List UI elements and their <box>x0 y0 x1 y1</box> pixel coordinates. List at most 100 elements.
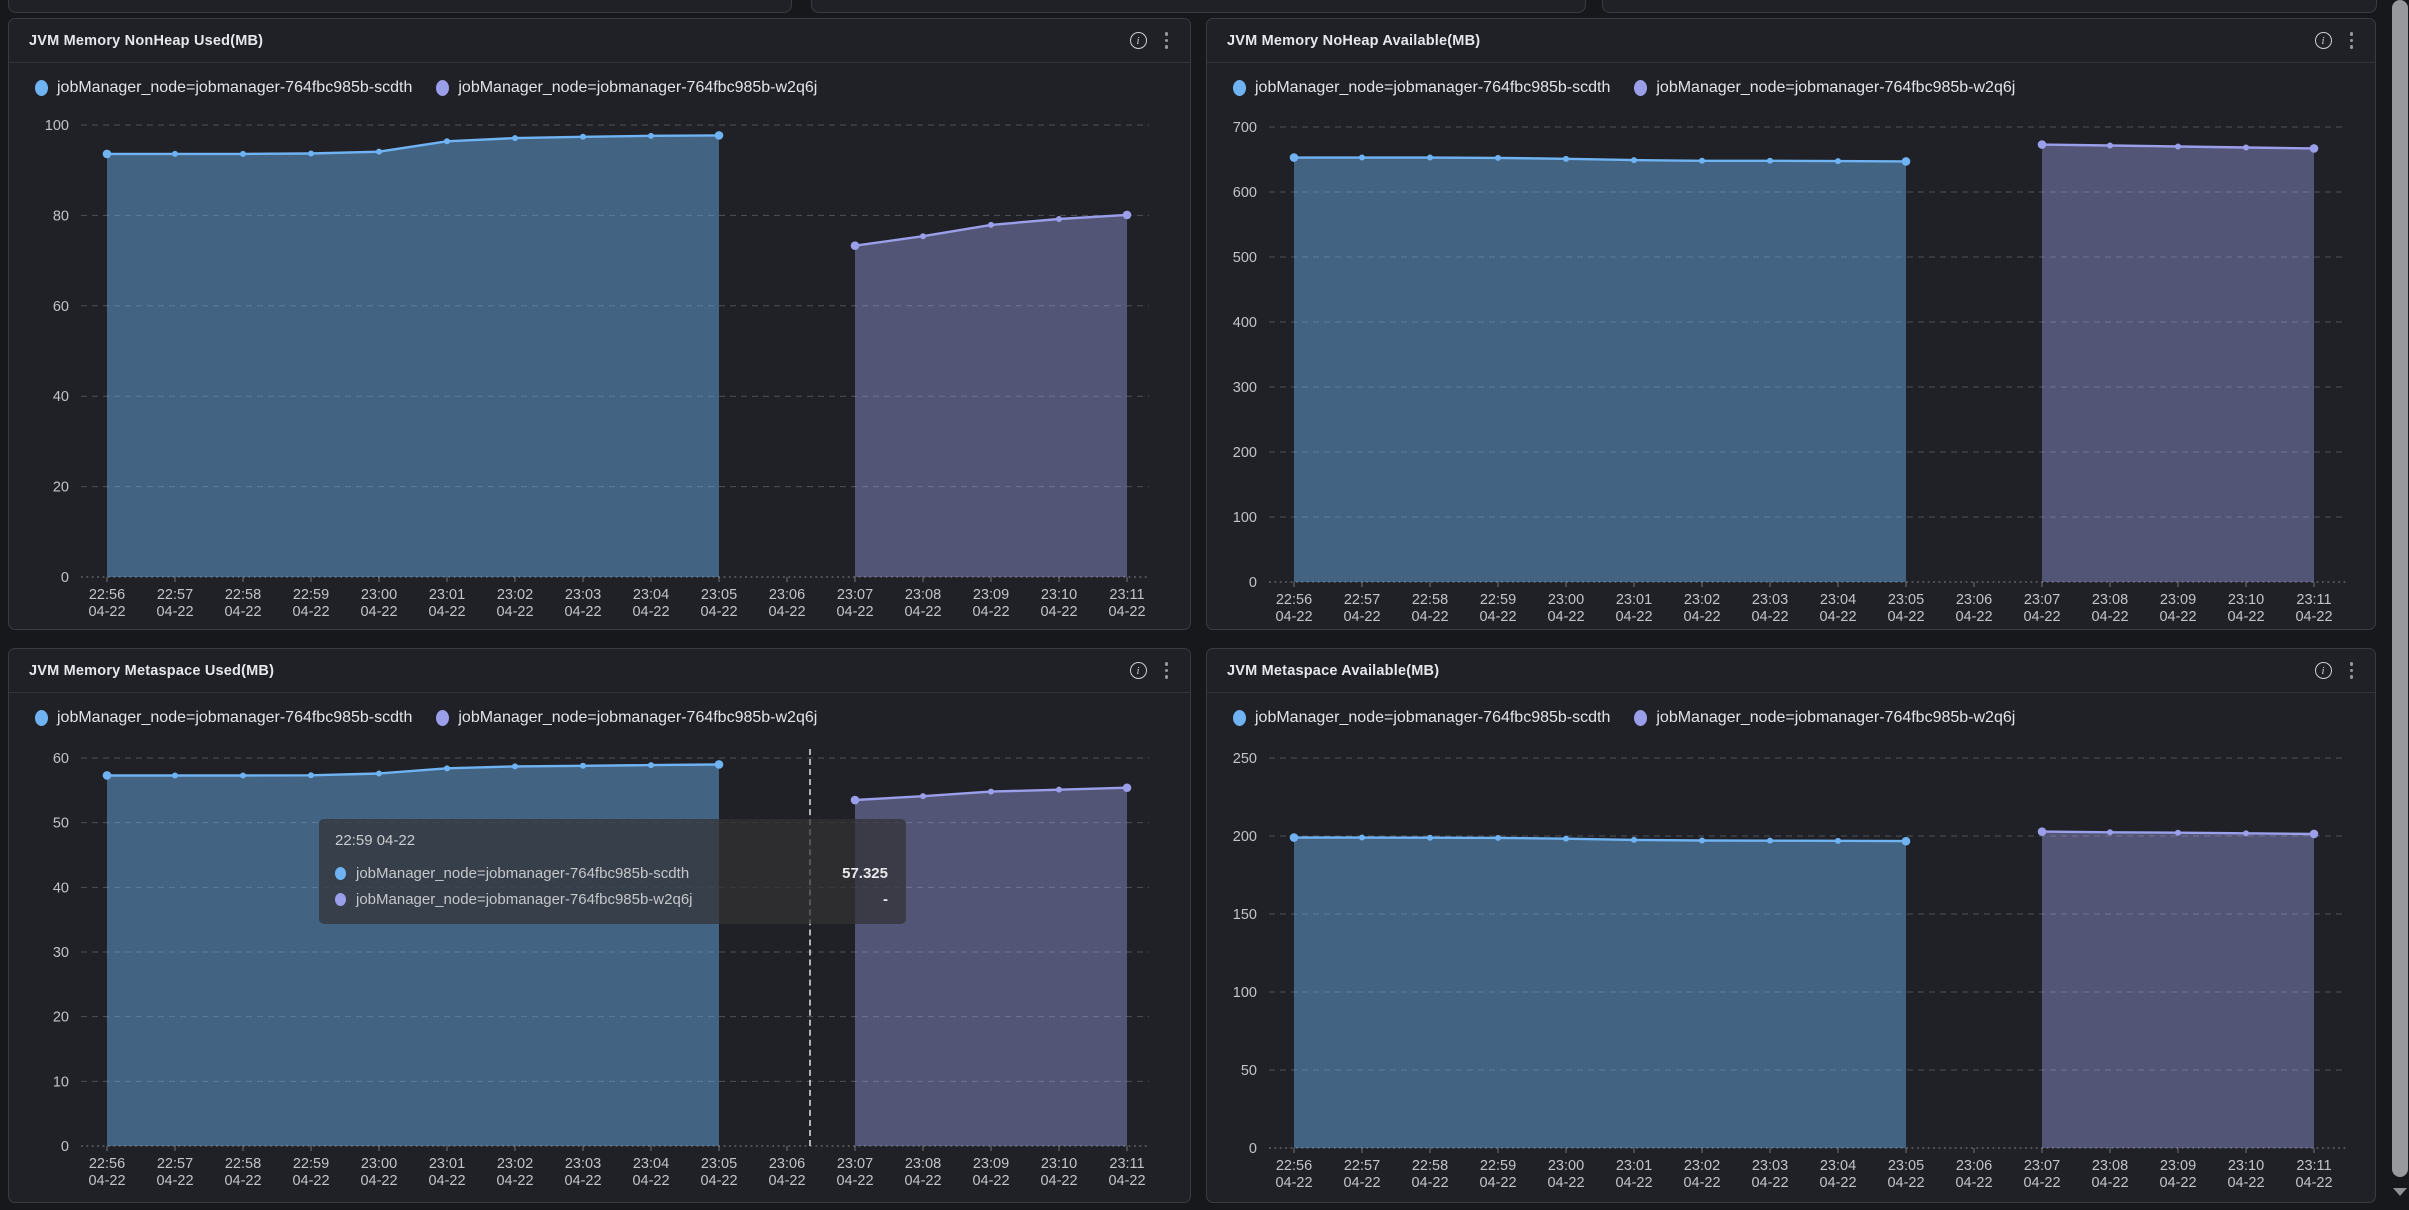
svg-text:23:07: 23:07 <box>2024 1158 2060 1174</box>
svg-text:40: 40 <box>53 880 69 896</box>
legend-item[interactable]: jobManager_node=jobmanager-764fbc985b-sc… <box>1233 709 1610 727</box>
svg-text:22:59: 22:59 <box>1480 592 1516 608</box>
svg-text:04-22: 04-22 <box>1683 609 1720 625</box>
svg-text:250: 250 <box>1233 751 1257 767</box>
svg-text:300: 300 <box>1233 380 1257 396</box>
svg-text:04-22: 04-22 <box>1479 609 1516 625</box>
svg-text:23:06: 23:06 <box>1956 1158 1992 1174</box>
panel-header: JVM Metaspace Available(MB) i <box>1207 649 2375 693</box>
svg-text:04-22: 04-22 <box>1547 1175 1584 1191</box>
svg-text:200: 200 <box>1233 445 1257 461</box>
panel-menu-icon[interactable] <box>2348 30 2356 51</box>
svg-text:23:00: 23:00 <box>361 1156 397 1172</box>
legend-label: jobManager_node=jobmanager-764fbc985b-w2… <box>458 709 818 726</box>
legend-item[interactable]: jobManager_node=jobmanager-764fbc985b-w2… <box>436 79 817 97</box>
svg-text:04-22: 04-22 <box>2023 1175 2060 1191</box>
panel-jvm-memory-nonheap-used: 0 20 40 60 80 100 22:56 04-22 22:57 04-22 22:58 04-… <box>8 18 1191 630</box>
legend-label: jobManager_node=jobmanager-764fbc985b-w2… <box>1656 709 2016 726</box>
panel-menu-icon[interactable] <box>1163 660 1171 681</box>
chart-metaspace-available[interactable]: 05010015020025022:5604-2222:5704-2222:58… <box>1207 649 2376 1203</box>
svg-text:04-22: 04-22 <box>224 1173 261 1189</box>
svg-text:23:01: 23:01 <box>1616 1158 1652 1174</box>
svg-text:0: 0 <box>1249 575 1257 591</box>
svg-text:23:01: 23:01 <box>429 1156 465 1172</box>
svg-text:20: 20 <box>53 1010 69 1026</box>
legend-swatch-icon <box>1634 80 1648 96</box>
svg-text:04-22: 04-22 <box>2227 1175 2264 1191</box>
svg-text:23:10: 23:10 <box>2228 592 2264 608</box>
panel-stub-right <box>1602 0 2377 13</box>
scroll-down-arrow-icon[interactable] <box>2393 1188 2407 1196</box>
panel-header-icons: i <box>1129 30 1171 51</box>
chart-metaspace-used[interactable]: 010203040506022:5604-2222:5704-2222:5804… <box>9 649 1191 1203</box>
svg-text:04-22: 04-22 <box>1819 609 1856 625</box>
info-icon[interactable]: i <box>2314 32 2332 49</box>
svg-text:04-22: 04-22 <box>904 1173 941 1189</box>
svg-text:04-22: 04-22 <box>564 1173 601 1189</box>
svg-text:23:03: 23:03 <box>565 587 601 603</box>
legend-item[interactable]: jobManager_node=jobmanager-764fbc985b-w2… <box>436 709 817 727</box>
svg-text:04-22: 04-22 <box>1547 609 1584 625</box>
svg-text:04-22: 04-22 <box>2091 1175 2128 1191</box>
svg-text:04-22: 04-22 <box>972 604 1009 620</box>
svg-text:04-22: 04-22 <box>360 1173 397 1189</box>
legend-item[interactable]: jobManager_node=jobmanager-764fbc985b-sc… <box>35 79 412 97</box>
svg-text:23:03: 23:03 <box>565 1156 601 1172</box>
svg-text:23:11: 23:11 <box>1109 587 1144 603</box>
info-icon[interactable]: i <box>1129 32 1147 49</box>
svg-text:100: 100 <box>1233 985 1257 1001</box>
svg-text:22:58: 22:58 <box>225 1156 261 1172</box>
chart-nonheap-used[interactable]: 02040608010022:5604-2222:5704-2222:5804-… <box>9 19 1191 630</box>
svg-text:22:59: 22:59 <box>1480 1158 1516 1174</box>
svg-text:500: 500 <box>1233 250 1257 266</box>
svg-text:23:05: 23:05 <box>1888 1158 1924 1174</box>
svg-text:04-22: 04-22 <box>1819 1175 1856 1191</box>
legend-label: jobManager_node=jobmanager-764fbc985b-w2… <box>1656 79 2016 96</box>
legend-item[interactable]: jobManager_node=jobmanager-764fbc985b-w2… <box>1634 709 2015 727</box>
svg-text:23:04: 23:04 <box>1820 1158 1856 1174</box>
svg-text:23:09: 23:09 <box>2160 1158 2196 1174</box>
svg-text:200: 200 <box>1233 829 1257 845</box>
legend-label: jobManager_node=jobmanager-764fbc985b-sc… <box>1255 79 1611 96</box>
legend-swatch-icon <box>436 710 450 726</box>
svg-text:04-22: 04-22 <box>2227 609 2264 625</box>
info-icon[interactable]: i <box>2314 662 2332 679</box>
panel-title: JVM Metaspace Available(MB) <box>1227 662 1440 679</box>
svg-text:04-22: 04-22 <box>1040 1173 1077 1189</box>
svg-text:04-22: 04-22 <box>1955 609 1992 625</box>
legend: jobManager_node=jobmanager-764fbc985b-sc… <box>35 705 1174 731</box>
svg-text:04-22: 04-22 <box>768 1173 805 1189</box>
svg-text:50: 50 <box>53 816 69 832</box>
svg-text:60: 60 <box>53 751 69 767</box>
panel-header-icons: i <box>2314 660 2356 681</box>
legend-label: jobManager_node=jobmanager-764fbc985b-sc… <box>57 709 413 726</box>
svg-text:23:11: 23:11 <box>1109 1156 1144 1172</box>
svg-text:23:09: 23:09 <box>973 1156 1009 1172</box>
svg-text:23:03: 23:03 <box>1752 592 1788 608</box>
panel-menu-icon[interactable] <box>2348 660 2356 681</box>
svg-text:04-22: 04-22 <box>2091 609 2128 625</box>
info-icon[interactable]: i <box>1129 662 1147 679</box>
svg-text:23:08: 23:08 <box>905 587 941 603</box>
svg-text:0: 0 <box>61 570 69 586</box>
svg-text:04-22: 04-22 <box>2159 609 2196 625</box>
legend-item[interactable]: jobManager_node=jobmanager-764fbc985b-w2… <box>1634 79 2015 97</box>
panel-menu-icon[interactable] <box>1163 30 1171 51</box>
svg-text:400: 400 <box>1233 315 1257 331</box>
chart-noheap-available[interactable]: 010020030040050060070022:5604-2222:5704-… <box>1207 19 2376 630</box>
panel-jvm-memory-metaspace-used: 0 10 20 30 40 50 60 22:56 04-22 22:57 04-22 22:58 04… <box>8 648 1191 1203</box>
svg-text:04-22: 04-22 <box>88 604 125 620</box>
svg-text:23:06: 23:06 <box>1956 592 1992 608</box>
legend-item[interactable]: jobManager_node=jobmanager-764fbc985b-sc… <box>1233 79 1610 97</box>
svg-text:04-22: 04-22 <box>1751 1175 1788 1191</box>
svg-text:04-22: 04-22 <box>1615 609 1652 625</box>
svg-text:04-22: 04-22 <box>1887 609 1924 625</box>
svg-text:23:02: 23:02 <box>1684 1158 1720 1174</box>
svg-text:23:04: 23:04 <box>633 587 669 603</box>
vertical-scrollbar-thumb[interactable] <box>2392 0 2408 1177</box>
svg-text:04-22: 04-22 <box>1683 1175 1720 1191</box>
svg-text:23:01: 23:01 <box>429 587 465 603</box>
legend-item[interactable]: jobManager_node=jobmanager-764fbc985b-sc… <box>35 709 412 727</box>
svg-text:04-22: 04-22 <box>1343 609 1380 625</box>
svg-text:50: 50 <box>1241 1063 1257 1079</box>
